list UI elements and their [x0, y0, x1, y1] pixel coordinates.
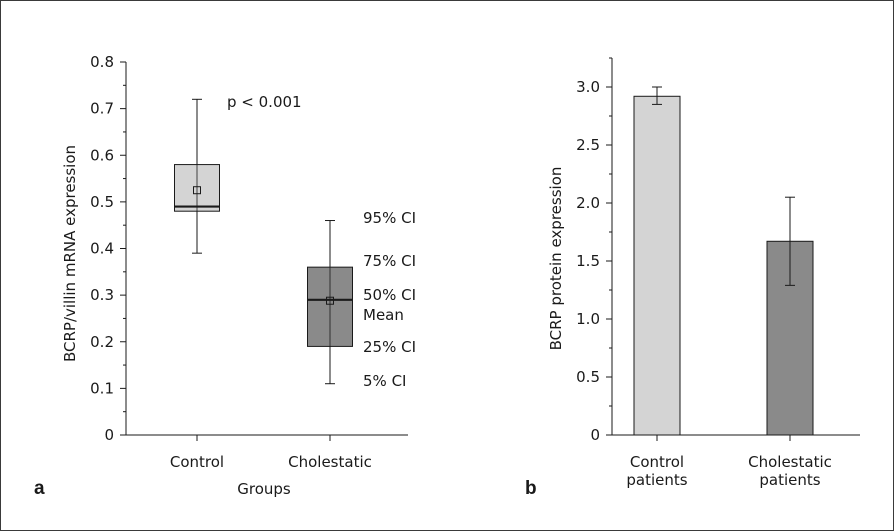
bar	[633, 95, 681, 436]
legend-label: 75% CI	[363, 252, 416, 270]
y-tick-label: 0.6	[90, 146, 114, 164]
x-tick-label: patients	[759, 471, 820, 489]
y-tick-label: 0.5	[576, 368, 600, 386]
panel-a-x-axis-label: Groups	[237, 480, 291, 498]
y-tick-label: 0.2	[90, 333, 114, 351]
y-tick-label: 2.0	[576, 194, 600, 212]
panel-a-x-ticks: Control Cholestatic	[170, 435, 372, 471]
panel-a-boxes	[174, 98, 353, 385]
panel-a-label: a	[34, 478, 45, 499]
bar-cholestatic	[766, 196, 814, 436]
legend-label: 5% CI	[363, 372, 406, 390]
y-tick-label: 0.3	[90, 286, 114, 304]
x-tick-label: Cholestatic	[288, 453, 372, 471]
y-tick-label: 3.0	[576, 78, 600, 96]
legend-label: Mean	[363, 306, 404, 324]
p-value-annotation: p < 0.001	[227, 93, 302, 111]
legend-label: 50% CI	[363, 286, 416, 304]
y-tick-label: 1.5	[576, 252, 600, 270]
y-tick-label: 0.5	[90, 193, 114, 211]
y-tick-label: 1.0	[576, 310, 600, 328]
y-tick-label: 2.5	[576, 136, 600, 154]
panel-b-label: b	[525, 478, 537, 499]
y-tick-label: 0.4	[90, 240, 114, 258]
y-tick-label: 0.1	[90, 379, 114, 397]
y-tick-label: 0.8	[90, 53, 114, 71]
panel-a: 0 0.1 0.2 0.3 0.4 0.5 0.6 0.7 0.8 Control Cholest…	[34, 53, 416, 499]
legend-label: 95% CI	[363, 209, 416, 227]
panel-a-y-axis-label: BCRP/villin mRNA expression	[61, 145, 79, 362]
box-cholestatic	[307, 220, 353, 385]
mean-marker	[326, 296, 334, 305]
panel-b-y-ticks: 0 0.5 1.0 1.5 2.0 2.5 3.0	[576, 57, 612, 444]
mean-marker	[193, 186, 201, 195]
panel-b-y-axis-label: BCRP protein expression	[547, 167, 565, 351]
box-legend-labels: 95% CI 75% CI 50% CI Mean 25% CI 5% CI	[363, 209, 416, 390]
y-tick-label: 0	[590, 426, 600, 444]
x-tick-label: Cholestatic	[748, 453, 832, 471]
y-tick-label: 0	[104, 426, 114, 444]
y-tick-label: 0.7	[90, 100, 114, 118]
box-control	[174, 98, 220, 254]
x-tick-label: patients	[626, 471, 687, 489]
panel-b: 00.51.01.52.02.53.0 ControlpatientsChole…	[525, 57, 860, 499]
bar-control	[633, 86, 681, 436]
panel-a-y-ticks: 0 0.1 0.2 0.3 0.4 0.5 0.6 0.7 0.8	[90, 53, 126, 444]
panel-b-bars	[633, 86, 814, 436]
legend-label: 25% CI	[363, 338, 416, 356]
x-tick-label: Control	[630, 453, 684, 471]
x-tick-label: Control	[170, 453, 224, 471]
